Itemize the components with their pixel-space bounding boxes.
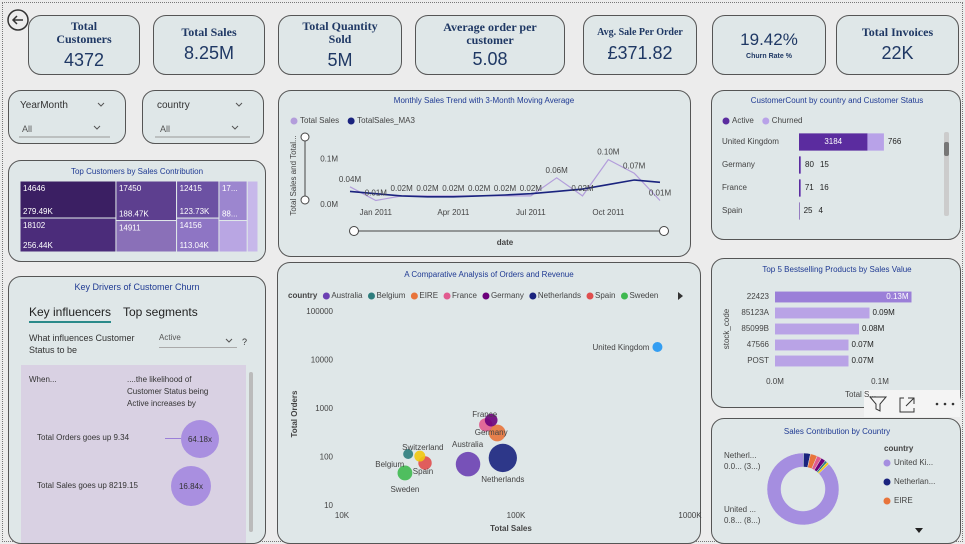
kpi-title: Avg. Sale Per Order: [597, 27, 683, 38]
influencer-bubble[interactable]: 64.18x: [181, 420, 219, 458]
filter-label: country: [157, 100, 190, 111]
scrollbar[interactable]: [249, 372, 253, 532]
kpi-card: Avg. Sale Per Order £371.82: [583, 15, 697, 75]
filter-value[interactable]: All: [160, 124, 171, 134]
kpi-title: Total Sales: [181, 25, 237, 39]
kpi-card: Average order per customer 5.08: [415, 15, 565, 75]
bar-card: [711, 258, 961, 408]
kpi-card: Total Customers 4372: [28, 15, 140, 75]
influencer-bubble[interactable]: 16.84x: [171, 466, 211, 506]
key-drivers-card: Key Drivers of Customer Churn Key influe…: [8, 276, 266, 544]
kpi-card: 19.42% Churn Rate %: [712, 15, 826, 75]
filter-label: YearMonth: [20, 100, 68, 111]
kpi-value: 5.08: [472, 48, 508, 69]
kpi-title: Churn Rate %: [746, 53, 792, 60]
donut-card: [711, 418, 961, 544]
column-header: ....the likelihood of Customer Status be…: [127, 375, 209, 408]
influencer-factor[interactable]: Total Orders goes up 9.34: [37, 433, 130, 442]
filter-card[interactable]: country All: [142, 90, 264, 144]
kpi-card: Total Sales 8.25M: [153, 15, 265, 75]
kpi-title: Average order per customer: [443, 19, 537, 47]
stacked-bar-card: [711, 90, 961, 240]
kpi-title: Total Invoices: [861, 25, 934, 39]
kpi-title: Total Customers: [56, 18, 112, 46]
kpi-value: £371.82: [607, 43, 673, 63]
scatter-card: [277, 262, 701, 544]
kpi-card: Total Quantity Sold 5M: [278, 15, 402, 75]
kpi-title: Total Quantity Sold: [302, 18, 378, 46]
kpi-value: 8.25M: [183, 43, 235, 63]
kpi-value: 22K: [881, 43, 914, 63]
panel-title: Key Drivers of Customer Churn: [74, 282, 200, 292]
kpi-card: Total Invoices 22K: [836, 15, 959, 75]
kpi-value: 5M: [327, 49, 353, 70]
treemap-card: [8, 160, 266, 262]
tab[interactable]: Top segments: [123, 305, 198, 319]
help-icon[interactable]: ?: [242, 337, 248, 347]
filter-value[interactable]: All: [22, 124, 33, 134]
filter-card[interactable]: YearMonth All: [8, 90, 126, 144]
dropdown[interactable]: Active: [159, 333, 237, 348]
question: What influences Customer Status to be: [29, 333, 135, 355]
tab[interactable]: Key influencers: [29, 305, 112, 323]
connector: [165, 438, 181, 439]
kpi-value: 19.42%: [740, 30, 798, 49]
kpi-value: 4372: [63, 49, 105, 70]
line-card: [278, 90, 691, 257]
column-header: When...: [29, 375, 57, 384]
influencer-factor[interactable]: Total Sales goes up 8219.15: [37, 481, 138, 490]
